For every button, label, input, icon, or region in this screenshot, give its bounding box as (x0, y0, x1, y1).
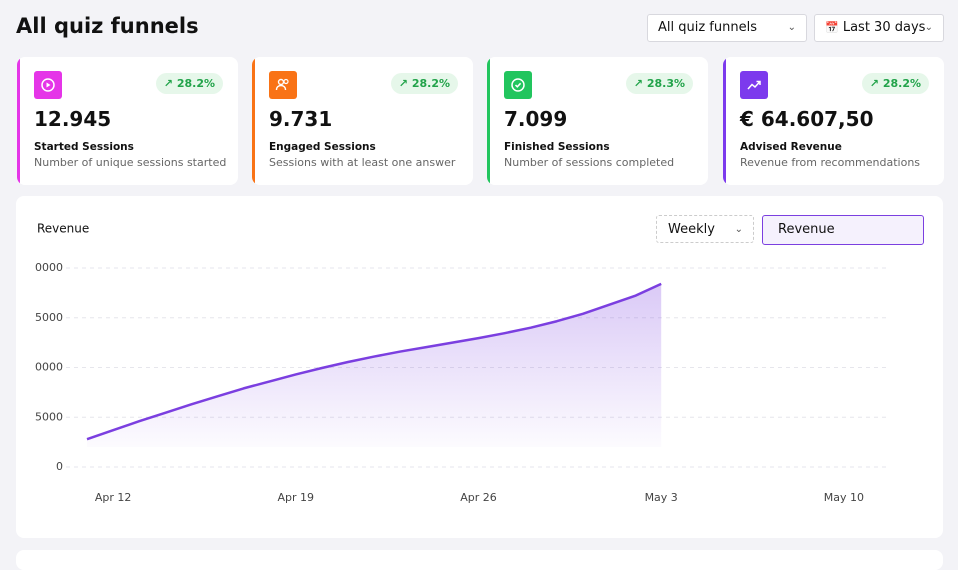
kpi-icon (34, 71, 62, 99)
y-tick-label: 0000 (35, 261, 63, 274)
badge-text: 28.3% (646, 77, 685, 90)
trend-badge: ↗ 28.2% (861, 73, 929, 94)
kpi-card: ↗ 28.2% € 64.607,50 Advised Revenue Revenue… (723, 57, 944, 185)
interval-select[interactable]: Weekly ⌄ (656, 215, 754, 243)
card-accent (17, 57, 20, 185)
kpi-label: Advised Revenue (740, 141, 842, 153)
kpi-value: € 64.607,50 (740, 107, 874, 131)
x-tick-label: May 10 (824, 491, 864, 504)
kpi-card: ↗ 28.2% 9.731 Engaged Sessions Sessions wit… (252, 57, 473, 185)
kpi-description: Sessions with at least one answer (269, 156, 456, 169)
select-text: Weekly (668, 222, 715, 237)
x-tick-label: May 3 (645, 491, 678, 504)
line (86, 282, 662, 441)
kpi-card: ↗ 28.2% 12.945 Started Sessions Number of u… (17, 57, 238, 185)
badge-text: 28.2% (411, 77, 450, 90)
select-text: Last 30 days (842, 20, 926, 35)
trend-badge: ↗ 28.2% (390, 73, 458, 94)
card-accent (723, 57, 726, 185)
button-text: Revenue (778, 222, 835, 237)
kpi-description: Number of unique sessions started (34, 156, 227, 169)
chart-title: Revenue (37, 222, 89, 236)
area-fill (87, 283, 662, 447)
kpi-label: Started Sessions (34, 141, 134, 153)
x-tick-label: Apr 26 (460, 491, 497, 504)
funnel-select[interactable]: All quiz funnels ⌄ (647, 14, 807, 42)
y-tick-label: 5000 (35, 410, 63, 423)
y-tick-label: 5000 (35, 311, 63, 324)
card-accent (252, 57, 255, 185)
kpi-label: Engaged Sessions (269, 141, 376, 153)
metric-button[interactable]: Revenue (762, 215, 924, 245)
trend-badge: ↗ 28.3% (625, 73, 693, 94)
chart: Revenue 0 5000 0000 5000 0000 Apr 12 Apr 19 Apr… (35, 222, 890, 504)
y-tick-label: 0 (56, 460, 63, 473)
kpi-card: ↗ 28.3% 7.099 Finished Sessions Number of s… (487, 57, 708, 185)
kpi-icon (269, 71, 297, 99)
y-tick-label: 0000 (35, 361, 63, 374)
x-tick-label: Apr 19 (278, 491, 315, 504)
card-accent (487, 57, 490, 185)
badge-text: 28.2% (176, 77, 215, 90)
page: All quiz funnels All quiz funnels ⌄ 📅 Las… (16, 14, 944, 570)
kpi-label: Finished Sessions (504, 141, 610, 153)
trend-badge: ↗ 28.2% (155, 73, 223, 94)
kpi-value: 7.099 (504, 107, 568, 131)
select-text: All quiz funnels (658, 20, 757, 35)
range-select[interactable]: 📅 Last 30 days ⌄ (814, 14, 944, 42)
kpi-icon (740, 71, 768, 99)
kpi-description: Number of sessions completed (504, 156, 675, 169)
kpi-description: Revenue from recommendations (740, 156, 921, 169)
page-title: All quiz funnels (16, 14, 199, 38)
kpi-value: 9.731 (269, 107, 333, 131)
kpi-icon (504, 71, 532, 99)
x-tick-label: Apr 12 (95, 491, 132, 504)
kpi-value: 12.945 (34, 107, 112, 131)
badge-text: 28.2% (882, 77, 921, 90)
